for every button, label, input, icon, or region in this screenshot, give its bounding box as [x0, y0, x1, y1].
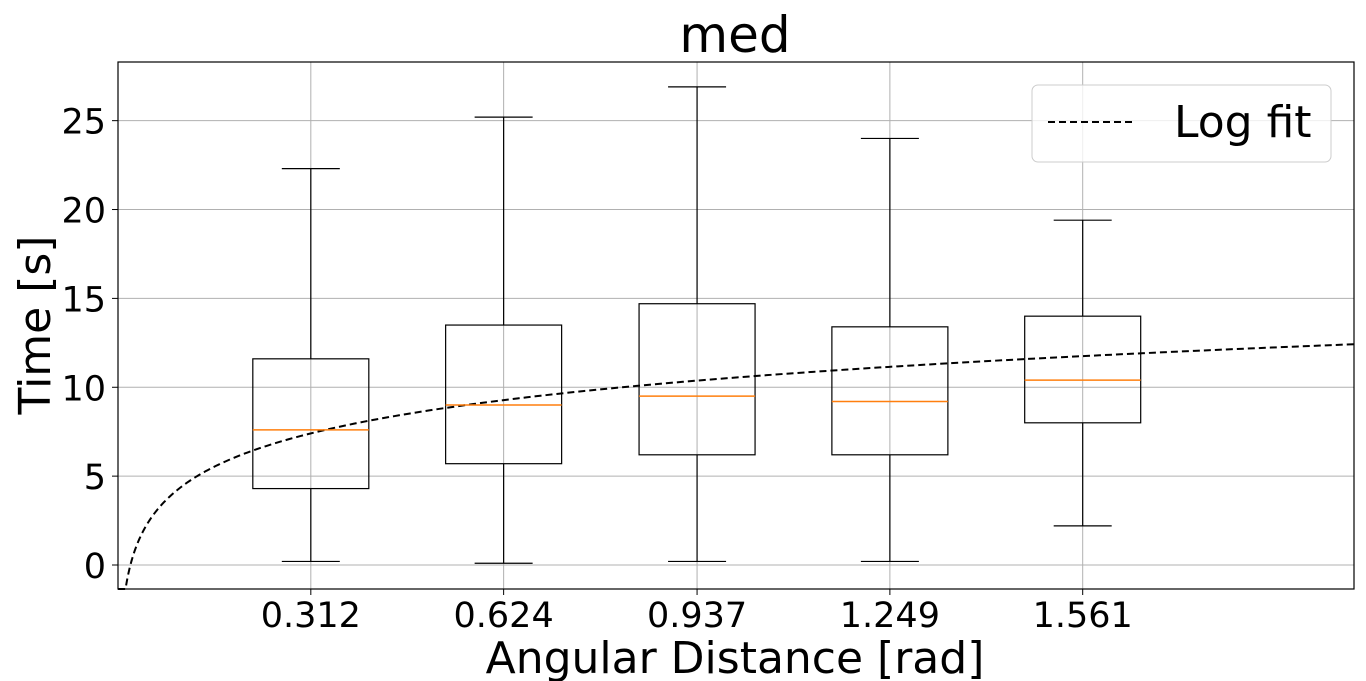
- x-axis-label: Angular Distance [rad]: [486, 633, 985, 681]
- log-fit-curve: [118, 343, 1355, 590]
- box-plot-0.624: [445, 116, 563, 564]
- x-tick-label: 1.561: [1033, 596, 1133, 636]
- box-iqr: [1024, 315, 1142, 424]
- y-tick-label: 20: [61, 192, 106, 232]
- legend-frame: [1031, 84, 1332, 163]
- fit-layer: [118, 343, 1355, 590]
- boxes: [252, 86, 1142, 564]
- legend: Log fit: [1031, 84, 1332, 163]
- x-tick-label: 0.937: [647, 596, 747, 636]
- chart-title: med: [679, 6, 790, 64]
- box-plot-1.561: [1024, 219, 1142, 527]
- x-tick-label: 1.249: [840, 596, 940, 636]
- x-ticks: 0.312 0.624 0.937 1.249 1.561: [261, 589, 1133, 636]
- box-plot-1.249: [831, 137, 949, 563]
- box-iqr: [831, 326, 949, 456]
- x-tick-label: 0.624: [454, 596, 554, 636]
- x-tick-label: 0.312: [261, 596, 361, 636]
- y-tick-label: 15: [61, 280, 106, 320]
- box-iqr: [638, 303, 756, 456]
- y-ticks: 0 5 10 15 20 25: [61, 103, 118, 587]
- box-plot-0.312: [252, 168, 370, 563]
- y-tick-label: 25: [61, 103, 106, 143]
- y-tick-label: 0: [84, 547, 106, 587]
- box-iqr: [252, 358, 370, 490]
- box-plot-0.937: [638, 86, 756, 563]
- box-iqr: [445, 324, 563, 465]
- y-tick-label: 10: [61, 369, 106, 409]
- y-axis-label: Time [s]: [10, 236, 61, 416]
- legend-fit-label: Log fit: [1174, 97, 1312, 148]
- plot-frame: [117, 61, 1355, 590]
- y-tick-label: 5: [84, 458, 106, 498]
